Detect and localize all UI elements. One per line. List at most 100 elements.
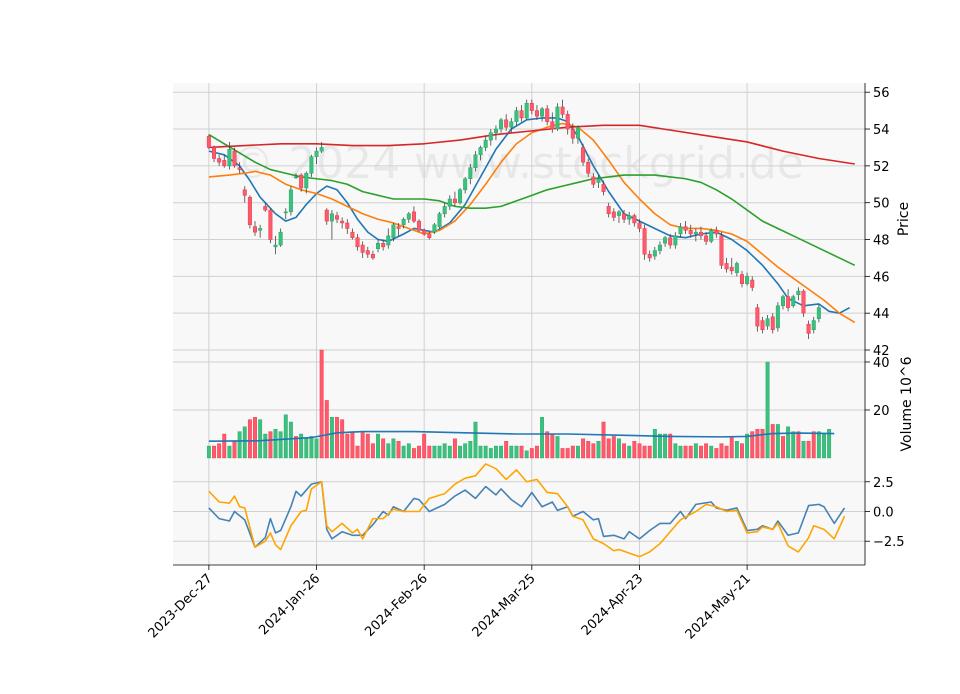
candlestick	[468, 164, 473, 185]
candlestick	[458, 187, 463, 205]
candle-body	[345, 222, 350, 229]
price-tick-label: 48	[873, 234, 890, 249]
candle-body	[447, 198, 452, 207]
volume-bar	[611, 436, 616, 459]
candlestick	[258, 224, 263, 238]
volume-bar	[801, 441, 806, 459]
candlestick	[786, 289, 791, 312]
candle-body	[688, 230, 693, 235]
volume-bar	[504, 441, 509, 459]
volume-bar	[668, 433, 673, 459]
price-candlesticks	[206, 99, 821, 339]
candlestick	[534, 105, 539, 120]
candlestick	[340, 217, 345, 229]
price-tick-label: 42	[873, 344, 890, 359]
volume-bar	[647, 445, 652, 459]
volume-bar	[237, 431, 242, 459]
candlestick	[704, 232, 709, 246]
candle-body	[811, 320, 816, 330]
volume-bar	[273, 429, 278, 459]
candle-body	[273, 244, 278, 248]
volume-bar	[524, 450, 529, 459]
candle-body	[514, 110, 519, 122]
candle-body	[350, 231, 355, 238]
volume-bar	[632, 441, 637, 459]
candlestick	[698, 226, 703, 240]
candle-body	[581, 147, 586, 163]
candle-body	[806, 323, 811, 334]
candle-body	[796, 290, 801, 296]
candlestick	[386, 228, 391, 249]
candle-body	[816, 307, 821, 319]
candlestick	[739, 270, 744, 288]
volume-bar	[576, 445, 580, 459]
volume-bar	[806, 441, 811, 459]
volume-bar	[770, 424, 775, 459]
volume-ma-line	[208, 430, 835, 442]
ma_medium-line	[208, 122, 856, 324]
candle-body	[780, 296, 785, 307]
candlestick	[550, 112, 555, 133]
candlestick	[319, 141, 324, 153]
volume-moving-average	[208, 430, 835, 442]
volume-bar	[227, 445, 232, 459]
volume-bar	[581, 438, 586, 459]
candlestick	[247, 195, 252, 229]
candlestick	[329, 210, 334, 240]
volume-bar	[411, 448, 416, 459]
candlestick	[514, 106, 519, 126]
volume-bar	[391, 438, 396, 459]
volume-bar	[811, 431, 816, 459]
volume-bar	[627, 445, 632, 459]
volume-bar	[304, 438, 309, 459]
candlestick	[570, 123, 575, 144]
candlestick	[560, 99, 565, 118]
candlestick	[632, 213, 637, 227]
candle-body	[632, 215, 637, 224]
candle-body	[755, 307, 760, 327]
candle-body	[642, 228, 647, 255]
candlestick	[637, 219, 642, 233]
candle-body	[324, 209, 329, 222]
price-tick-label: 44	[873, 307, 890, 322]
candle-body	[519, 110, 524, 119]
volume-bar	[309, 436, 314, 459]
volume-bar	[714, 448, 719, 459]
candlestick	[232, 147, 237, 168]
candle-body	[237, 167, 242, 170]
candle-body	[565, 114, 570, 130]
candlestick	[811, 316, 816, 334]
candlestick	[683, 221, 688, 234]
candlestick	[611, 208, 616, 222]
candlestick	[417, 219, 422, 233]
volume-bar	[355, 445, 360, 459]
candle-body	[524, 103, 529, 119]
candlestick	[745, 272, 750, 286]
volume-bar	[709, 445, 714, 459]
oscillator-lines	[208, 463, 846, 558]
candle-body	[458, 189, 463, 203]
volume-bar	[509, 445, 514, 459]
volume-bar	[463, 443, 468, 459]
candlestick	[222, 154, 227, 168]
osc_1-line	[208, 480, 846, 548]
candle-body	[750, 279, 755, 288]
volume-bar	[724, 445, 729, 459]
candle-body	[396, 226, 401, 229]
candle-body	[550, 121, 555, 130]
oscillator-tick-label: −2.5	[873, 535, 905, 550]
candlestick	[673, 232, 678, 249]
candlestick	[801, 289, 806, 317]
candlestick	[422, 228, 427, 236]
volume-bars	[206, 349, 832, 459]
candlestick	[370, 250, 375, 260]
volume-bar	[370, 443, 375, 459]
candlestick	[622, 210, 627, 223]
candlestick	[760, 316, 765, 334]
volume-bar	[427, 445, 432, 459]
candlestick	[586, 158, 591, 177]
candle-body	[534, 110, 539, 117]
volume-bar	[760, 429, 765, 459]
candle-body	[560, 106, 565, 115]
